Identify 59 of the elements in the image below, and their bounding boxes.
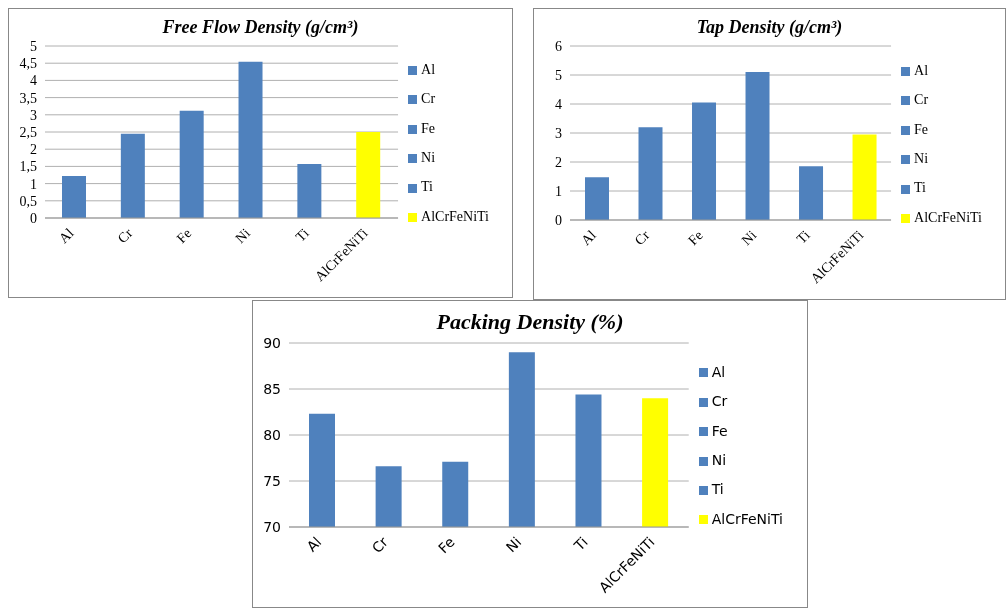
legend-label: Al — [914, 62, 929, 78]
x-tick-label: Fe — [173, 225, 195, 247]
legend-label: Ti — [711, 481, 724, 498]
y-tick-label: 3,5 — [19, 90, 37, 106]
legend-label: Fe — [421, 120, 436, 136]
x-tick-label: Ni — [502, 533, 525, 556]
legend-label: AlCrFeNiTi — [914, 209, 982, 225]
y-tick-label: 70 — [263, 518, 281, 535]
y-tick-label: 90 — [263, 334, 281, 351]
chart-title: Tap Density (g/cm³) — [695, 17, 844, 38]
y-tick-label: 3 — [30, 107, 37, 123]
x-tick-label: Ni — [738, 227, 760, 249]
x-tick-label: Al — [303, 533, 325, 555]
x-tick-label: Ni — [232, 225, 254, 247]
legend-label: Ni — [711, 452, 727, 468]
legend-label: Cr — [711, 393, 728, 410]
y-tick-label: 85 — [263, 380, 281, 397]
x-tick-label: Al — [578, 227, 599, 249]
x-tick-label: Fe — [435, 533, 458, 557]
x-tick-label: Cr — [631, 227, 653, 249]
legend-label: Ni — [914, 151, 929, 166]
y-tick-label: 6 — [555, 38, 562, 54]
legend-label: Al — [711, 363, 726, 380]
y-tick-label: 1 — [555, 183, 562, 199]
legend-label: Fe — [711, 422, 728, 439]
y-tick-label: 1,5 — [19, 159, 37, 175]
y-tick-label: 75 — [263, 472, 281, 489]
legend-label: Cr — [421, 91, 436, 107]
y-tick-label: 0 — [30, 210, 37, 226]
y-tick-label: 4 — [555, 96, 562, 112]
y-tick-label: 2 — [30, 142, 37, 158]
legend-label: Ti — [914, 180, 926, 196]
y-tick-label: 5 — [555, 67, 562, 83]
legend-label: AlCrFeNiTi — [421, 208, 489, 224]
y-tick-label: 0 — [555, 212, 562, 228]
y-tick-label: 4 — [30, 73, 37, 89]
y-tick-label: 2 — [555, 154, 562, 170]
y-tick-label: 0,5 — [19, 193, 37, 209]
y-tick-label: 5 — [30, 38, 37, 54]
chart-title: Packing Density (%) — [435, 309, 625, 335]
x-tick-label: Ti — [292, 225, 312, 245]
legend-label: Fe — [914, 121, 929, 137]
x-tick-label: Al — [56, 225, 77, 247]
legend-label: Al — [421, 61, 436, 77]
x-tick-label: Cr — [114, 225, 136, 247]
legend-label: Cr — [914, 92, 929, 108]
x-tick-label: Fe — [685, 227, 706, 249]
x-tick-label: Cr — [368, 533, 392, 557]
y-tick-label: 80 — [263, 426, 281, 443]
y-tick-label: 3 — [555, 125, 562, 141]
x-tick-label: Ti — [793, 227, 813, 247]
legend-label: AlCrFeNiTi — [711, 510, 783, 527]
legend-label: Ti — [421, 179, 433, 195]
y-tick-label: 4,5 — [19, 56, 37, 72]
x-tick-label: Ti — [570, 533, 591, 555]
legend-label: Ni — [421, 150, 436, 165]
y-tick-label: 1 — [30, 176, 37, 192]
chart-title: Free Flow Density (g/cm³) — [161, 17, 360, 38]
y-tick-label: 2,5 — [19, 124, 37, 140]
